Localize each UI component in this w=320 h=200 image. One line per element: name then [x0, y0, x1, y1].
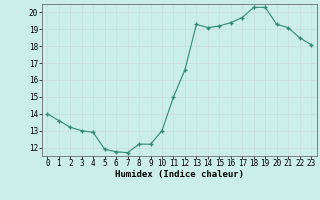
- X-axis label: Humidex (Indice chaleur): Humidex (Indice chaleur): [115, 170, 244, 179]
